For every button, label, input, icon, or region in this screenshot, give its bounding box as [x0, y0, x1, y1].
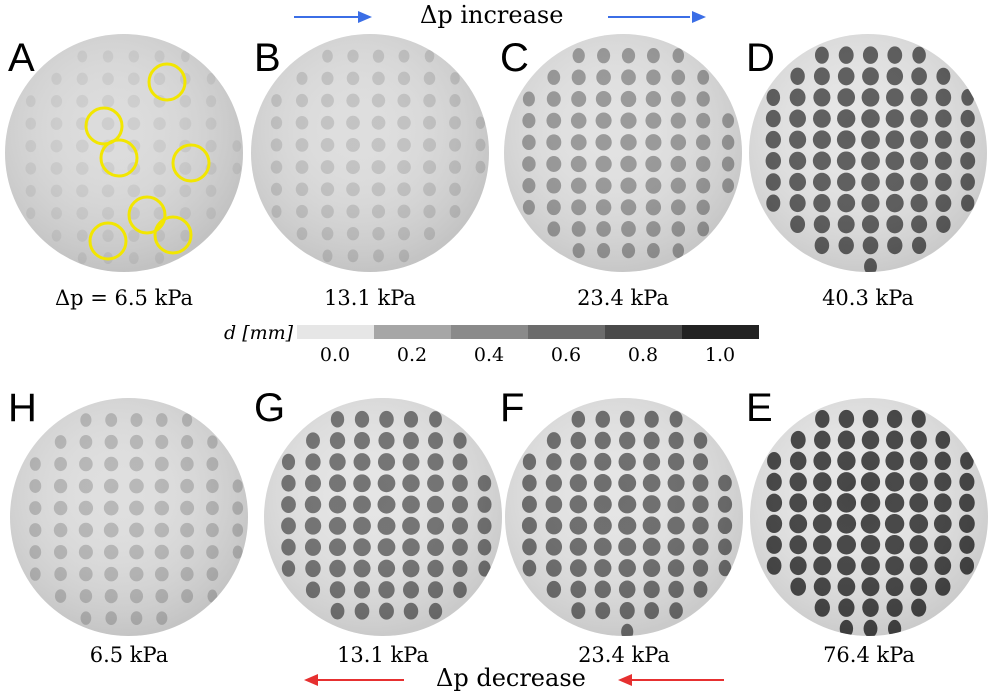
highlight-circle [88, 221, 128, 261]
panel-caption-b: 13.1 kPa [324, 286, 416, 310]
colorbar-label: d [mm] [224, 322, 293, 344]
colorbar-segment [682, 325, 759, 339]
panel-letter-d: D [746, 36, 775, 80]
colorbar-tick-label: 0.4 [473, 344, 505, 366]
colorbar-segment [605, 325, 683, 339]
colorbar-tick-label: 0.0 [319, 344, 351, 366]
panel-caption-e: 76.4 kPa [823, 643, 915, 667]
bottom-arrow [304, 674, 724, 686]
colorbar-tick-label: 0.2 [396, 344, 428, 366]
bottom-arrow-right-head [618, 674, 632, 686]
top-arrow-label: Δp increase [420, 1, 564, 29]
sphere-image-a [5, 34, 243, 272]
panel-caption-d: 40.3 kPa [822, 286, 914, 310]
sphere-image-f [505, 398, 743, 636]
colorbar-segment [451, 325, 529, 339]
highlight-circle [127, 195, 167, 235]
highlight-circle [99, 138, 139, 178]
panel-letter-b: B [254, 36, 281, 80]
panel-caption-h: 6.5 kPa [89, 643, 169, 667]
colorbar-segment [297, 325, 375, 339]
colorbar-tick-label: 0.8 [627, 344, 659, 366]
sphere-image-c [504, 34, 742, 272]
colorbar-segment [528, 325, 606, 339]
highlight-circle [171, 143, 211, 183]
highlight-circle [147, 62, 187, 102]
sphere-shading [264, 398, 502, 636]
colorbar [297, 325, 759, 339]
sphere-shading [251, 34, 489, 272]
colorbar-label-text: d [mm] [224, 322, 294, 344]
panel-letter-g: G [254, 386, 286, 430]
sphere-shading [505, 398, 743, 636]
highlight-circle [153, 215, 193, 255]
panel-caption-c: 23.4 kPa [577, 286, 669, 310]
sphere-image-b [251, 34, 489, 272]
top-arrow-left-head [358, 11, 372, 23]
sphere-shading [5, 34, 243, 272]
sphere-image-d [749, 34, 987, 272]
colorbar-tick-label: 1.0 [704, 344, 736, 366]
panel-caption-f: 23.4 kPa [578, 643, 670, 667]
panel-caption-a: Δp = 6.5 kPa [54, 286, 194, 310]
sphere-image-e [750, 398, 988, 636]
colorbar-tick-label: 0.6 [550, 344, 582, 366]
colorbar-segment [374, 325, 452, 339]
panel-letter-e: E [746, 386, 773, 430]
bottom-arrow-left-head [304, 674, 318, 686]
sphere-image-h [10, 398, 248, 636]
sphere-shading [10, 398, 248, 636]
sphere-shading [749, 34, 987, 272]
panel-letter-h: H [8, 386, 37, 430]
panel-letter-c: C [500, 36, 529, 80]
sphere-shading [750, 398, 988, 636]
sphere-shading [504, 34, 742, 272]
panel-letter-f: F [500, 386, 525, 430]
top-arrow [294, 11, 706, 23]
highlight-circle [84, 106, 124, 146]
panel-caption-g: 13.1 kPa [337, 643, 429, 667]
panel-letter-a: A [8, 36, 35, 80]
bottom-arrow-label: Δp decrease [436, 664, 586, 692]
sphere-image-g [264, 398, 502, 636]
top-arrow-right-head [692, 11, 706, 23]
